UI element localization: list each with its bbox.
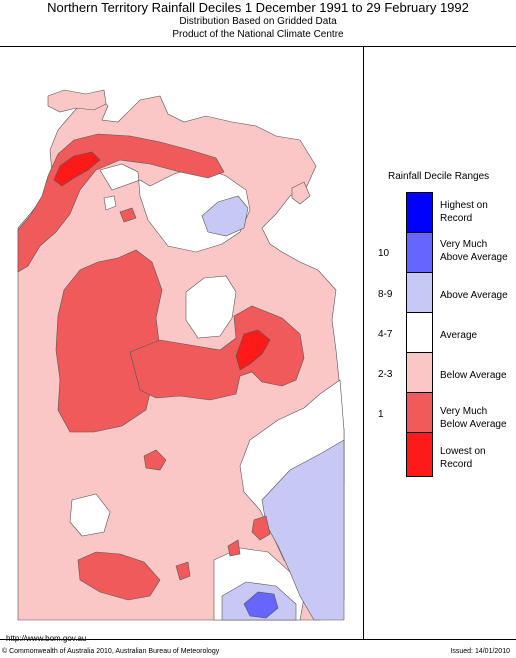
map-legend-divider xyxy=(363,46,364,640)
page-subtitle-distribution: Distribution Based on Gridded Data xyxy=(179,16,337,27)
legend-label-lowest-on-record: Lowest on Record xyxy=(440,446,486,470)
page-title: Northern Territory Rainfall Deciles 1 De… xyxy=(47,0,469,15)
region-above-average-arnhem xyxy=(201,195,249,237)
region-lowest-on-record-central xyxy=(235,329,271,371)
legend-decile-very-much-below: 1 xyxy=(378,409,384,420)
region-above-average-southeast xyxy=(261,439,345,621)
region-lowest-on-record-northwest xyxy=(53,151,101,187)
page-subtitle-product: Product of the National Climate Centre xyxy=(172,29,344,40)
region-very-much-above-south xyxy=(243,591,279,619)
map-frame xyxy=(0,46,516,640)
rainfall-decile-map xyxy=(0,47,363,639)
region-very-much-below-small-1 xyxy=(143,449,167,471)
legend-swatch-very-much-above-average xyxy=(406,232,433,272)
legend-title: Rainfall Decile Ranges xyxy=(388,171,490,182)
region-average-southwest xyxy=(69,493,111,537)
legend-decile-very-much-above: 10 xyxy=(378,248,390,259)
legend-swatch-average xyxy=(406,312,433,352)
legend-swatch-highest-on-record xyxy=(406,192,433,232)
legend-label-below-average: Below Average xyxy=(440,370,507,381)
legend-label-average: Average xyxy=(440,330,478,341)
legend-swatch-below-average xyxy=(406,352,433,392)
legend-swatch-above-average xyxy=(406,272,433,312)
region-tiwi-islands xyxy=(47,89,107,113)
legend-swatch-lowest-on-record xyxy=(406,432,433,477)
legend-decile-average: 4-7 xyxy=(378,329,393,340)
issued-date: Issued: 14/01/2010 xyxy=(450,648,510,655)
legend-label-very-much-above-average: Very Much Above Average xyxy=(440,239,508,263)
region-average-central xyxy=(185,275,237,339)
region-very-much-below-small-3 xyxy=(175,561,191,581)
copyright-notice: © Commonwealth of Australia 2010, Austra… xyxy=(2,648,220,655)
legend-decile-below: 2-3 xyxy=(378,369,393,380)
legend-decile-above: 8-9 xyxy=(378,289,393,300)
region-very-much-below-small-2 xyxy=(251,515,271,541)
legend-label-highest-on-record: Highest on Record xyxy=(440,200,488,224)
bom-url: http://www.bom.gov.au xyxy=(6,634,87,643)
region-average-small xyxy=(103,195,117,211)
region-very-much-below-small-5 xyxy=(119,207,137,223)
region-very-much-below-small-4 xyxy=(227,539,241,557)
legend-label-above-average: Above Average xyxy=(440,290,508,301)
region-very-much-below-south xyxy=(77,551,161,601)
legend-swatch-very-much-below-average xyxy=(406,392,433,432)
legend-label-very-much-below-average: Very Much Below Average xyxy=(440,406,507,430)
region-very-much-below-west-arm xyxy=(129,305,305,401)
region-groote-eylandt xyxy=(291,181,311,205)
